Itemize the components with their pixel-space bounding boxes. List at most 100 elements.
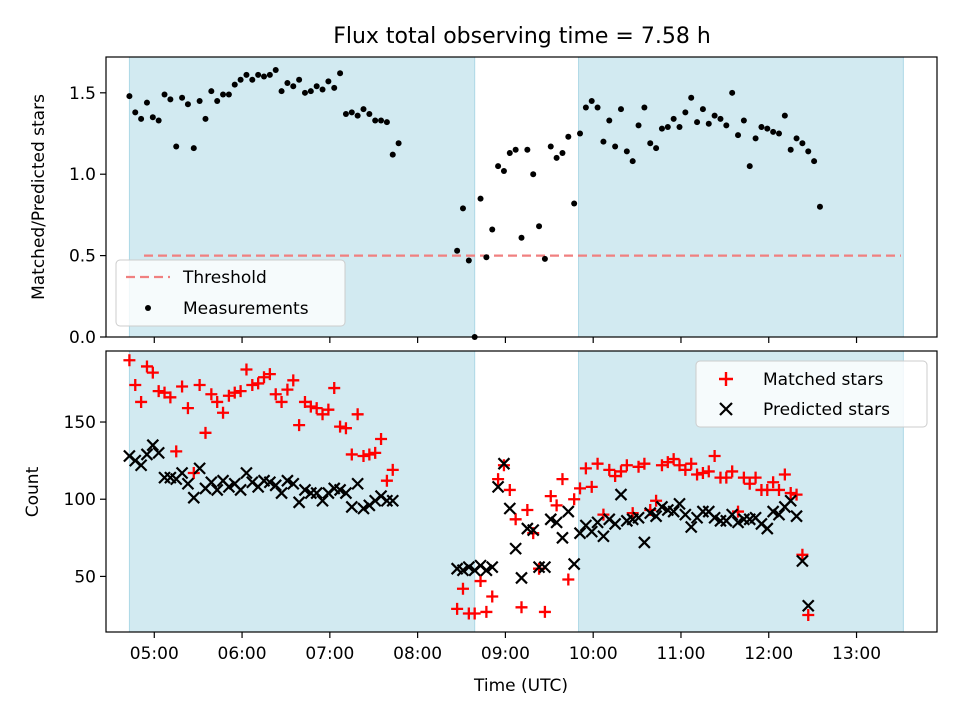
predicted-star-point (491, 480, 505, 494)
predicted-star-point (515, 571, 528, 585)
bottom-axes-frame (105, 350, 938, 633)
predicted-star-point (497, 457, 511, 470)
matched-star-point (363, 448, 376, 461)
matched-star-point (328, 382, 341, 395)
matched-star-point (474, 575, 487, 588)
measurement-point (342, 110, 349, 117)
measurement-point (536, 223, 543, 230)
measurement-point (167, 96, 174, 103)
x-tick-label: 12:00 (744, 644, 793, 664)
matched-star-point (784, 487, 797, 500)
measurement-point (541, 255, 548, 262)
predicted-star-point (134, 458, 148, 472)
predicted-star-point (673, 497, 686, 511)
matched-stars-points (123, 354, 815, 622)
predicted-star-point (187, 491, 201, 504)
measurement-point (635, 122, 642, 129)
measurement-point (237, 76, 244, 83)
matched-star-point (486, 590, 499, 603)
matched-star-point (726, 465, 739, 478)
matched-star-point (234, 385, 247, 398)
matched-star-point (702, 465, 715, 478)
measurement-point (647, 140, 654, 147)
matched-star-point (246, 378, 259, 391)
matched-star-point (696, 466, 709, 479)
predicted-star-point (784, 494, 797, 508)
measurement-point (770, 128, 777, 135)
matched-star-point (585, 480, 598, 493)
chart-title: Flux total observing time = 7.58 h (333, 24, 711, 49)
predicted-star-point (544, 513, 558, 526)
measurement-point (459, 205, 466, 212)
x-axis-label: Time (UTC) (473, 676, 568, 696)
matched-star-point (638, 457, 651, 470)
matched-star-point (544, 490, 557, 503)
matched-star-point (146, 366, 159, 379)
measurement-point (553, 154, 560, 161)
matched-star-point (550, 499, 563, 512)
bottom-legend-box (695, 360, 928, 428)
predicted-star-point (175, 466, 189, 480)
matched-star-point (170, 445, 183, 458)
predicted-star-point (614, 488, 628, 501)
top-y-ticks: 0.0 0.5 1.0 1.5 (69, 84, 106, 348)
measurement-point (764, 125, 771, 132)
measurement-point (787, 146, 794, 153)
matched-star-point (556, 473, 569, 486)
measurement-point (612, 143, 619, 150)
bottom-x-ticks: 05:00 06:00 07:00 08:00 09:00 10:00 11:00 12:00… (130, 632, 881, 664)
matched-star-point (737, 471, 750, 484)
matched-star-point (492, 473, 505, 486)
matched-star-point (568, 493, 581, 506)
measurement-point (600, 138, 607, 145)
measurement-point (752, 135, 759, 142)
predicted-star-point (801, 599, 815, 613)
predicted-star-point (597, 529, 610, 543)
legend-predicted-swatch (719, 402, 733, 416)
predicted-star-point (339, 486, 353, 500)
predicted-star-point (456, 563, 470, 577)
measurement-point (138, 115, 145, 122)
matched-star-point (310, 402, 323, 415)
matched-star-point (357, 449, 370, 462)
matched-star-point (322, 403, 335, 416)
matched-star-point (386, 463, 399, 476)
predicted-star-point (152, 446, 165, 460)
matched-star-point (181, 402, 194, 415)
legend-measurements-label: Measurements (183, 299, 309, 319)
predicted-star-point (286, 477, 300, 491)
predicted-star-point (386, 494, 400, 508)
y-tick-label: 1.0 (69, 165, 96, 185)
measurement-point (793, 135, 800, 142)
measurement-point (623, 148, 630, 155)
predicted-star-point (526, 523, 540, 537)
matched-star-point (778, 468, 791, 481)
measurement-point (495, 163, 502, 170)
matched-star-point (796, 548, 809, 561)
predicted-star-point (761, 522, 774, 535)
measurement-point (653, 145, 660, 152)
measurement-point (454, 247, 461, 254)
predicted-star-point (538, 560, 552, 574)
matched-star-point (614, 465, 627, 478)
measurement-point (506, 150, 513, 157)
measurement-point (723, 122, 730, 129)
measurement-point (319, 86, 326, 93)
matched-star-point (538, 605, 551, 618)
measurement-point (190, 145, 197, 152)
measurement-point (735, 132, 742, 139)
measurement-point (290, 83, 297, 90)
x-tick-label: 05:00 (130, 644, 179, 664)
measurement-point (811, 158, 818, 165)
measurement-point (132, 109, 139, 116)
measurement-point (278, 88, 285, 95)
measurement-point (173, 143, 180, 150)
measurement-point (231, 81, 238, 88)
measurement-point (196, 97, 203, 104)
matched-star-point (281, 383, 294, 396)
predicted-star-point (632, 511, 645, 525)
matched-star-point (603, 463, 616, 476)
predicted-star-point (790, 509, 803, 523)
predicted-star-point (608, 517, 622, 531)
